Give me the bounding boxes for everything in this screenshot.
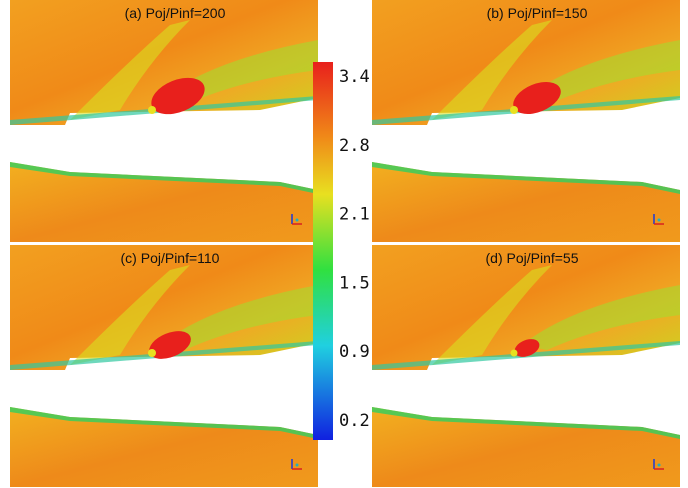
colorbar-tick-label: 0.2 <box>339 411 370 431</box>
colorbar-tick-label: 0.9 <box>339 342 370 362</box>
panel-b: (b) Poj/Pinf=150 <box>371 0 681 243</box>
panel-title: (d) Poj/Pinf=55 <box>486 250 579 266</box>
colorbar <box>313 62 333 440</box>
colorbar-tick-label: 3.4 <box>339 67 370 87</box>
panel-c: (c) Poj/Pinf=110 <box>9 244 319 488</box>
panel-a: (a) Poj/Pinf=200 <box>9 0 319 243</box>
panel-d: (d) Poj/Pinf=55 <box>371 244 681 488</box>
colorbar-tick-label: 2.8 <box>339 136 370 156</box>
colorbar-ticks: 3.4 2.8 2.1 1.5 0.9 0.2 <box>339 67 370 431</box>
panel-title: (c) Poj/Pinf=110 <box>121 250 220 266</box>
panel-title: (b) Poj/Pinf=150 <box>487 5 588 21</box>
panel-title: (a) Poj/Pinf=200 <box>125 5 226 21</box>
colorbar-tick-label: 2.1 <box>339 205 370 225</box>
colorbar-tick-label: 1.5 <box>339 273 370 293</box>
